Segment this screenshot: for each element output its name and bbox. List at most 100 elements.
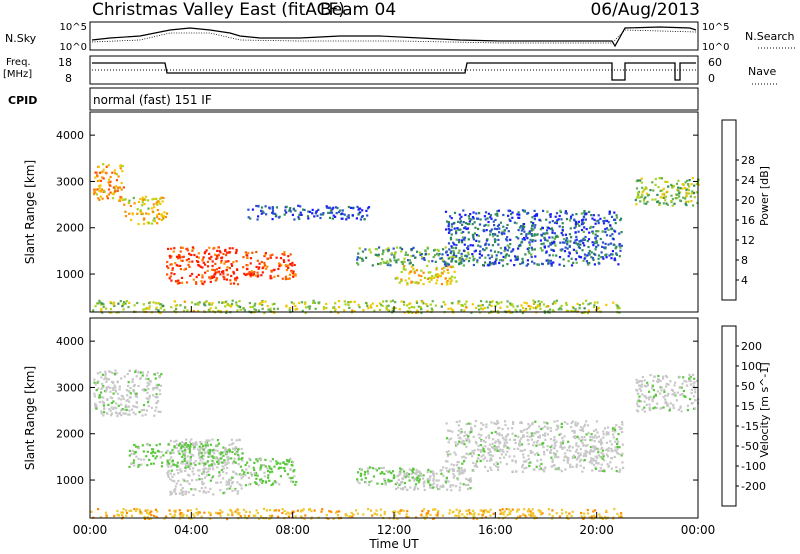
power-cell: [471, 255, 475, 258]
power-cell: [465, 258, 468, 261]
power-cell: [546, 210, 549, 213]
power-cell: [229, 279, 232, 282]
power-cell: [459, 217, 462, 220]
velocity-cell: [292, 510, 295, 513]
velocity-cell: [673, 391, 676, 395]
velocity-cell: [379, 472, 382, 475]
power-cell: [452, 265, 455, 268]
velocity-cell: [502, 436, 505, 440]
power-cell: [555, 222, 558, 225]
power-cell: [557, 218, 560, 221]
power-cell: [217, 246, 220, 249]
velocity-cell: [533, 453, 537, 456]
velocity-cell: [360, 478, 363, 481]
power-cell: [463, 243, 466, 246]
power-cell: [177, 264, 180, 267]
velocity-cell: [455, 485, 458, 488]
velocity-cell: [98, 401, 101, 404]
power-cell: [225, 311, 228, 314]
velocity-cell: [468, 430, 471, 434]
power-cell: [157, 212, 161, 215]
power-cell: [549, 242, 552, 245]
power-cell: [275, 256, 278, 259]
x-tick-label: 00:00: [73, 523, 108, 537]
power-cell: [417, 305, 420, 308]
power-cell: [466, 222, 469, 226]
power-cell: [450, 256, 453, 259]
velocity-cell: [202, 470, 205, 473]
power-cell: [231, 302, 234, 305]
velocity-cell: [528, 513, 531, 516]
power-cell: [583, 244, 586, 247]
power-cell: [490, 301, 493, 304]
velocity-cell: [231, 451, 234, 454]
velocity-cell: [145, 455, 148, 458]
velocity-cell: [199, 441, 202, 444]
power-cell: [445, 281, 448, 284]
velocity-cell: [619, 468, 622, 471]
power-cell: [510, 250, 513, 253]
power-cell: [413, 270, 416, 273]
power-cell: [453, 256, 456, 259]
power-cell: [568, 252, 571, 255]
velocity-cell: [212, 449, 215, 452]
power-cell: [525, 264, 528, 267]
velocity-cell: [244, 463, 247, 467]
power-cell: [502, 225, 505, 228]
velocity-cell: [396, 481, 399, 485]
velocity-cell: [222, 454, 225, 457]
velocity-cell: [504, 435, 507, 438]
power-cell: [219, 310, 222, 313]
velocity-cell: [269, 460, 272, 463]
velocity-cell: [691, 373, 695, 376]
power-cell: [192, 310, 196, 313]
velocity-cell: [620, 454, 623, 457]
velocity-cell: [393, 511, 396, 514]
velocity-cell: [647, 396, 650, 399]
velocity-cell: [259, 480, 262, 483]
power-cell: [465, 300, 468, 303]
velocity-cell: [140, 371, 143, 374]
power-cell: [604, 228, 607, 231]
velocity-cell: [101, 373, 104, 376]
velocity-cell: [429, 470, 432, 473]
velocity-cell: [232, 442, 235, 445]
power-cell: [500, 252, 503, 255]
power-cell: [351, 309, 354, 312]
power-cell: [594, 248, 597, 251]
velocity-cell: [574, 437, 577, 440]
power-cell: [220, 261, 223, 264]
power-cell: [457, 300, 460, 303]
power-cell: [675, 182, 679, 185]
velocity-cell: [146, 391, 149, 394]
power-cell: [611, 253, 614, 256]
velocity-cell: [472, 517, 475, 520]
power-cell: [386, 263, 389, 267]
velocity-cell: [183, 457, 186, 461]
velocity-cell: [419, 472, 423, 476]
velocity-cell: [450, 463, 453, 466]
velocity-cell: [158, 389, 161, 392]
power-cell: [254, 308, 257, 312]
velocity-cell: [451, 430, 454, 433]
power-cell: [533, 209, 536, 212]
power-cell: [597, 306, 600, 309]
power-cell: [389, 260, 392, 263]
power-cell: [473, 250, 476, 253]
power-cell: [487, 254, 490, 257]
velocity-cell: [513, 447, 516, 451]
velocity-cell: [538, 443, 541, 446]
velocity-cell: [669, 380, 672, 383]
power-cell: [450, 275, 454, 278]
velocity-cell: [411, 469, 414, 472]
velocity-cell: [183, 452, 186, 456]
power-cell: [564, 211, 567, 215]
velocity-cell: [202, 454, 205, 457]
power-cell: [404, 268, 407, 271]
velocity-cell: [563, 435, 566, 438]
power-cell: [447, 307, 450, 310]
velocity-cell: [223, 491, 226, 494]
velocity-cell: [579, 464, 582, 467]
velocity-cell: [565, 511, 568, 514]
velocity-cell: [489, 514, 492, 517]
